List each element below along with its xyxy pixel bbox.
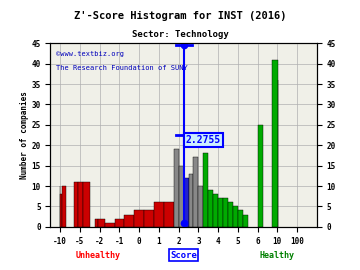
Text: Score: Score xyxy=(170,251,197,260)
Text: Sector: Technology: Sector: Technology xyxy=(132,30,228,39)
Bar xyxy=(164,202,174,227)
Bar xyxy=(114,219,125,227)
Bar xyxy=(233,206,238,227)
Bar xyxy=(218,198,223,227)
Text: 2.2755: 2.2755 xyxy=(186,135,221,145)
Bar xyxy=(203,153,208,227)
Bar xyxy=(60,194,62,227)
Bar xyxy=(243,215,248,227)
Text: Unhealthy: Unhealthy xyxy=(76,251,121,260)
Bar xyxy=(174,149,179,227)
Bar xyxy=(62,186,66,227)
Bar xyxy=(189,174,193,227)
Text: Healthy: Healthy xyxy=(259,251,294,260)
Bar xyxy=(125,215,134,227)
Text: Z'-Score Histogram for INST (2016): Z'-Score Histogram for INST (2016) xyxy=(74,11,286,21)
Bar xyxy=(208,190,213,227)
Text: The Research Foundation of SUNY: The Research Foundation of SUNY xyxy=(56,65,188,71)
Bar xyxy=(213,194,218,227)
Bar xyxy=(193,157,198,227)
Bar xyxy=(273,59,278,227)
Bar xyxy=(74,182,78,227)
Bar xyxy=(78,182,83,227)
Bar xyxy=(134,211,144,227)
Y-axis label: Number of companies: Number of companies xyxy=(20,91,29,179)
Bar xyxy=(258,125,262,227)
Bar xyxy=(144,211,154,227)
Bar xyxy=(223,198,228,227)
Bar xyxy=(228,202,233,227)
Bar xyxy=(179,166,184,227)
Bar xyxy=(95,219,98,227)
Bar xyxy=(238,211,243,227)
Bar xyxy=(83,182,90,227)
Text: ©www.textbiz.org: ©www.textbiz.org xyxy=(56,50,124,56)
Bar xyxy=(198,186,203,227)
Bar xyxy=(105,223,114,227)
Bar xyxy=(184,178,189,227)
Bar xyxy=(154,202,164,227)
Bar xyxy=(98,219,105,227)
